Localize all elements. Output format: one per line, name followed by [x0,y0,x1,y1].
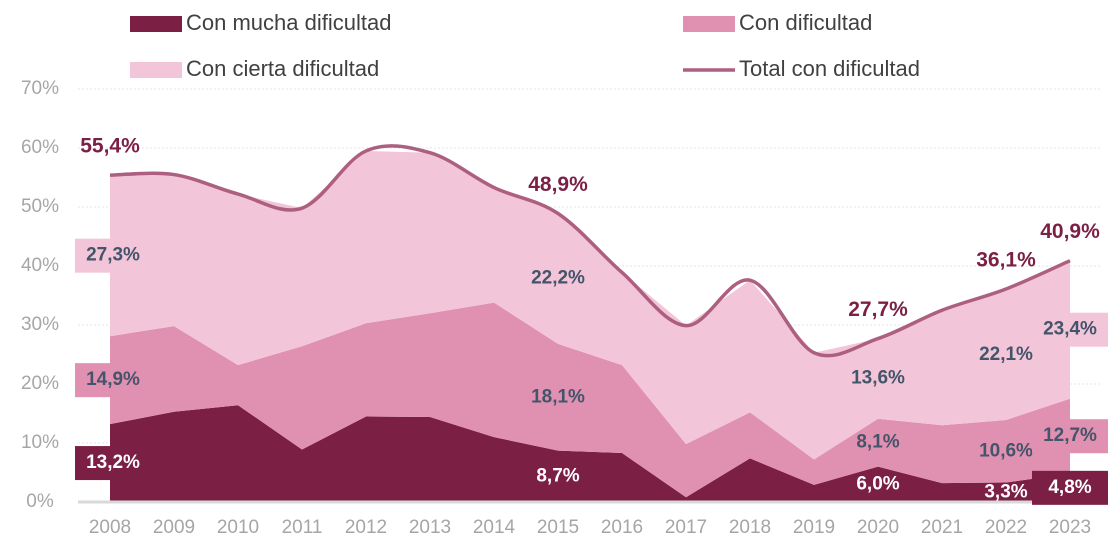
x-tick-label: 2011 [282,517,323,538]
segment-label: 8,7% [536,465,579,486]
x-tick-label: 2018 [729,517,771,538]
y-tick-label: 20% [21,373,59,394]
legend-label: Con mucha dificultad [186,10,391,35]
segment-label: 23,4% [1043,319,1097,340]
x-tick-label: 2017 [665,517,707,538]
x-tick-label: 2023 [1049,517,1091,538]
label-box [75,363,151,398]
total-label: 40,9% [1040,220,1100,243]
y-tick-label: 60% [21,137,59,158]
label-box [1032,312,1108,347]
area [110,150,1070,460]
area [110,405,1070,502]
y-tick-label: 10% [21,432,59,453]
segment-label: 6,0% [856,473,899,494]
total-label: 55,4% [80,135,140,158]
legend-swatch [683,16,735,32]
segment-label: 13,2% [86,452,140,473]
segment-label: 8,1% [856,432,899,453]
x-tick-label: 2015 [537,517,579,538]
legend-label: Con dificultad [739,10,872,35]
x-tick-label: 2016 [601,517,643,538]
total-label: 36,1% [976,249,1036,272]
total-label: 48,9% [528,173,588,196]
y-tick-label: 70% [21,78,59,99]
x-tick-label: 2014 [473,517,516,538]
x-tick-label: 2008 [89,517,131,538]
x-tick-label: 2020 [857,517,899,538]
segment-label: 22,2% [531,267,585,288]
x-tick-label: 2013 [409,517,451,538]
label-box [1032,419,1108,454]
legend-swatch [130,16,182,32]
label-box [75,238,151,273]
x-tick-label: 2022 [985,517,1027,538]
total-line [109,144,1071,358]
y-tick-label: 50% [21,196,59,217]
x-tick-label: 2009 [153,517,195,538]
segment-label: 18,1% [531,386,585,407]
segment-label: 13,6% [851,368,905,389]
y-tick-label: 40% [21,255,59,276]
segment-label: 27,3% [86,245,140,266]
label-box [1032,470,1108,505]
label-box [75,446,151,481]
segment-label: 10,6% [979,440,1033,461]
y-tick-label: 30% [21,314,59,335]
segment-label: 12,7% [1043,425,1097,446]
legend-label: Con cierta dificultad [186,56,379,81]
segment-label: 22,1% [979,344,1033,365]
total-label: 27,7% [848,298,908,321]
legend-swatch [130,62,182,78]
x-tick-label: 2012 [345,517,387,538]
segment-label: 14,9% [86,369,140,390]
area [110,302,1070,498]
segment-label: 4,8% [1048,477,1091,498]
x-tick-label: 2010 [217,517,259,538]
legend-label: Total con dificultad [739,56,920,81]
y-tick-label: 0% [26,491,54,512]
segment-label: 3,3% [984,481,1027,502]
x-tick-label: 2019 [793,517,835,538]
x-tick-label: 2021 [921,517,963,538]
